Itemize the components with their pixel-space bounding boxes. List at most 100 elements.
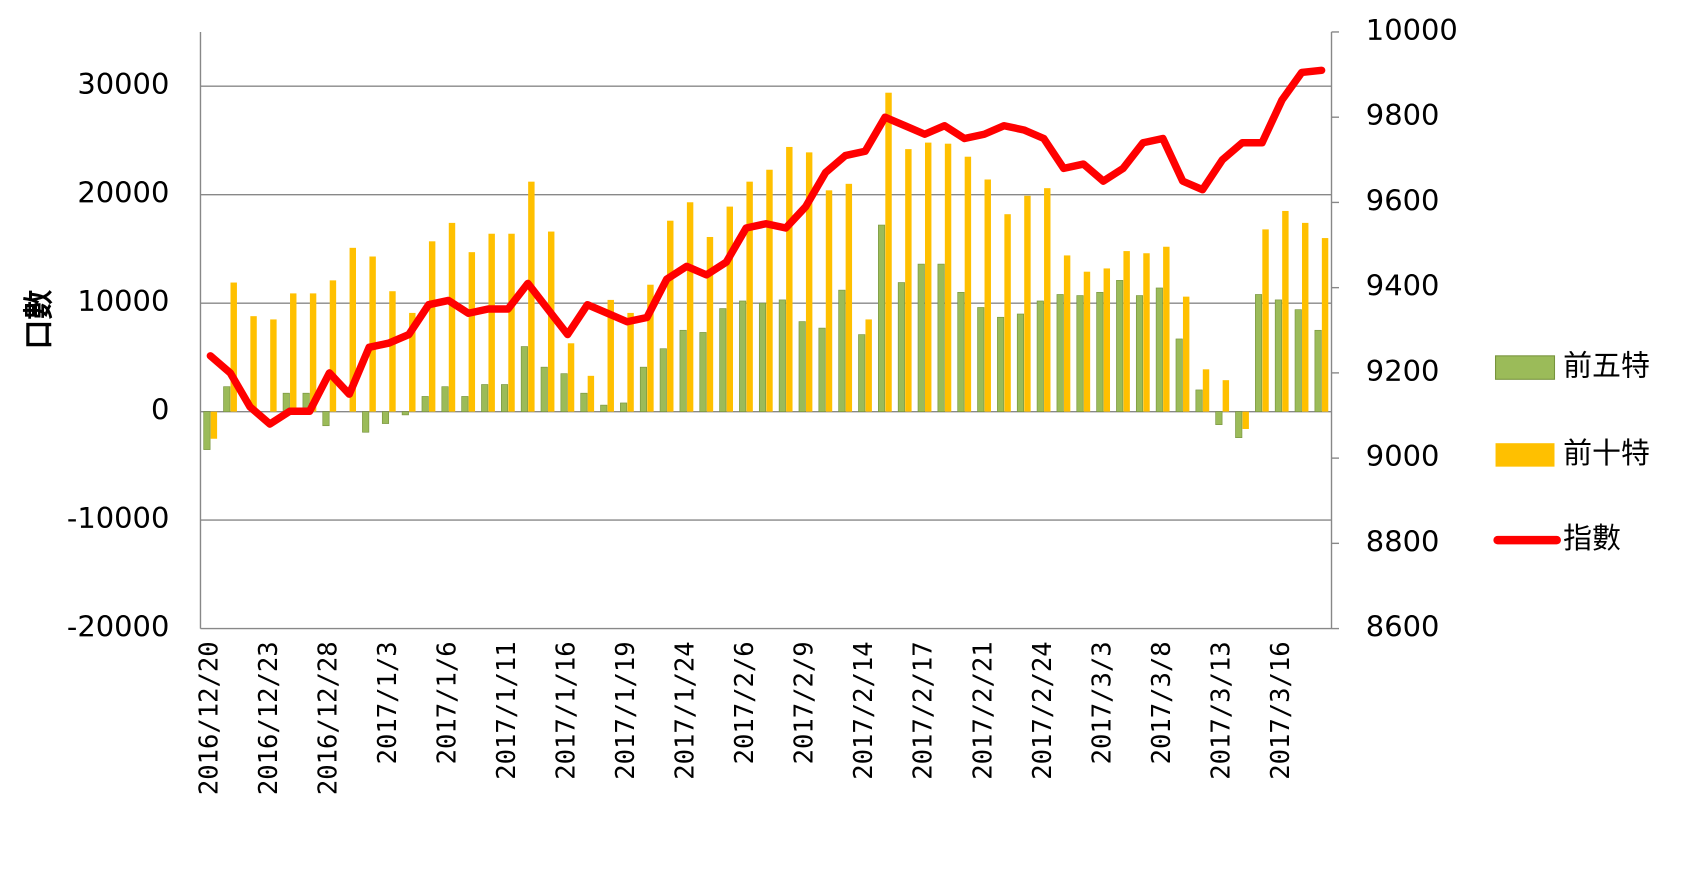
x-tick-label: 2017/1/11 [492,641,522,779]
bar [1282,210,1289,412]
bar [838,289,846,412]
bar [508,233,515,412]
bar [798,321,806,412]
bar [1056,294,1064,412]
bar [421,396,429,412]
bar [461,396,469,412]
y-tick-label: 20000 [77,176,169,210]
bar [686,202,694,412]
bar [667,220,674,412]
bar [1274,299,1282,412]
bar [389,291,396,412]
x-tick-label: 2017/2/9 [790,641,820,764]
bar [766,169,773,412]
x-tick-label: 2017/1/24 [671,641,701,779]
bar [957,291,965,412]
bar [1182,296,1190,412]
x-tick-label: 2017/2/14 [849,641,879,779]
bar [639,366,647,412]
bar [270,319,277,412]
bar [1004,214,1011,412]
bar [409,312,416,412]
bar [362,411,370,433]
bar [885,92,892,412]
bar [401,411,409,416]
bar [567,343,575,412]
bar [1195,389,1203,412]
index-line [206,66,1326,428]
bar [778,299,786,412]
bar [1076,295,1084,412]
bar [746,181,753,412]
bar [758,302,767,412]
bar [805,152,813,412]
bar [1262,229,1269,412]
bar [1235,411,1243,438]
bar [1202,369,1210,412]
y2-tick-label: 9400 [1366,269,1440,303]
bar [309,293,317,412]
bar [937,263,945,412]
bar [230,282,237,412]
bar [329,280,337,412]
y-tick-label: 0 [151,393,169,427]
x-tick-label: 2017/3/13 [1206,641,1236,779]
bar [540,366,548,412]
x-tick-label: 2017/1/3 [373,641,403,764]
x-tick-label: 2017/2/21 [968,641,998,779]
bar [699,332,707,412]
bar [250,316,257,412]
bar [997,316,1005,412]
bar [349,247,356,412]
bar [878,224,886,412]
y2-tick-label: 8800 [1366,524,1440,558]
bar [647,284,654,412]
bar [865,319,872,412]
bar [1175,338,1183,412]
bar [679,329,687,412]
bar [560,373,568,412]
bar [917,263,925,412]
bar [1242,411,1249,429]
legend-label: 前五特 [1563,349,1650,383]
bar [607,299,614,412]
x-tick-label: 2017/2/6 [730,641,760,764]
bar [845,183,853,412]
bar [468,252,476,412]
x-tick-label: 2016/12/23 [254,641,284,795]
bar [977,307,985,412]
x-tick-label: 2017/2/17 [909,641,939,779]
x-tick-label: 2016/12/20 [194,641,224,795]
bar [944,143,952,412]
bar [739,300,747,412]
y2-tick-label: 9000 [1366,439,1440,473]
x-tick-label: 2017/1/19 [611,641,641,779]
bar [1302,222,1309,412]
bar [925,142,932,412]
bar [1044,188,1051,412]
x-tick-label: 2017/3/16 [1266,641,1296,779]
x-tick-label: 2017/3/8 [1147,641,1177,764]
bar [620,402,628,412]
y-tick-label: 10000 [77,284,169,318]
legend-swatch [1495,443,1555,467]
bar [1024,195,1031,412]
bar [719,308,727,412]
y-tick-label: -20000 [67,610,169,644]
bar [825,190,833,412]
y2-tick-label: 10000 [1366,13,1458,47]
bar [600,404,608,412]
y2-tick-label: 9600 [1366,183,1440,217]
y2-tick-label: 8600 [1366,610,1440,644]
y2-tick-label: 9200 [1366,354,1440,388]
bar [1036,300,1044,412]
bar [1116,280,1124,412]
bar [964,156,972,412]
y2-tick-label: 9800 [1366,98,1440,132]
bar [1083,271,1091,412]
bar [501,384,509,412]
bar [520,346,528,412]
bar [706,236,714,412]
